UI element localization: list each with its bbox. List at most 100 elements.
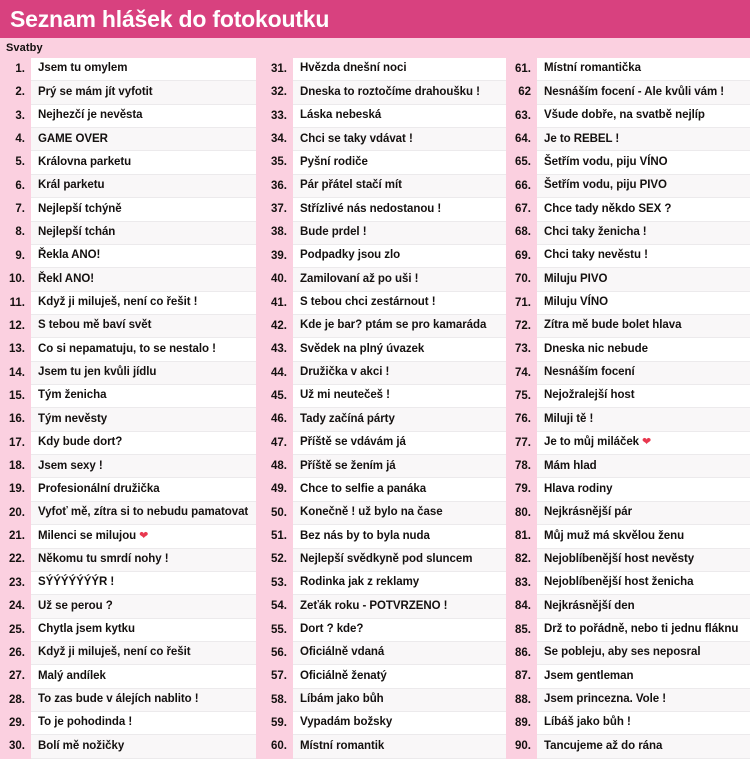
list-row-number: 29. bbox=[0, 712, 31, 736]
list-row-number: 42. bbox=[256, 314, 293, 339]
list-row-cell: Nejožralejší host bbox=[537, 385, 750, 409]
list-row: 11. Když ji miluješ, není co řešit ! bbox=[0, 291, 256, 315]
list-row: 33. Láska nebeská bbox=[256, 104, 506, 129]
list-row: 83. Nejoblíbenější host ženicha bbox=[506, 571, 750, 596]
list-row-cell: Můj muž má skvělou ženu bbox=[537, 525, 750, 549]
list-row-number: 62 bbox=[506, 81, 537, 105]
list-row-number: 82. bbox=[506, 548, 537, 572]
list-row: 25. Chytla jsem kytku bbox=[0, 618, 256, 642]
list-row-cell: Nejkrásnější pár bbox=[537, 501, 750, 526]
list-row-cell: Nesnáším focení - Ale kvůli vám ! bbox=[537, 81, 750, 105]
list-row-text: Král parketu bbox=[38, 179, 105, 192]
list-row-cell: Podpadky jsou zlo bbox=[293, 244, 506, 269]
list-row-text: Oficiálně ženatý bbox=[300, 669, 387, 682]
list-row-text: Svědek na plný úvazek bbox=[300, 342, 425, 355]
list-row-text: Pár přátel stačí mít bbox=[300, 179, 402, 192]
list-row-text: Co si nepamatuju, to se nestalo ! bbox=[38, 342, 216, 355]
list-row-cell: Mám hlad bbox=[537, 455, 750, 479]
list-row-cell: Nejlepší tchán bbox=[31, 221, 256, 245]
list-row-number: 15. bbox=[0, 385, 31, 409]
list-row-text: Nejoblíbenější host ženicha bbox=[544, 576, 694, 589]
list-row: 41. S tebou chci zestárnout ! bbox=[256, 291, 506, 315]
list-row: 72. Zítra mě bude bolet hlava bbox=[506, 314, 750, 339]
list-row: 74. Nesnáším focení bbox=[506, 361, 750, 386]
list-row-text: Je to můj miláček bbox=[544, 436, 640, 449]
list-row-text: Nejožralejší host bbox=[544, 389, 635, 402]
list-row-number: 40. bbox=[256, 268, 293, 292]
list-row-number: 66. bbox=[506, 174, 537, 199]
list-row: 66. Šetřím vodu, piju PIVO bbox=[506, 174, 750, 199]
list-row: 50. Konečně ! už bylo na čase bbox=[256, 501, 506, 526]
list-row-cell: Šetřím vodu, piju PIVO bbox=[537, 174, 750, 199]
section-label: Svatby bbox=[6, 41, 43, 54]
list-row-number: 20. bbox=[0, 501, 31, 526]
list-row-number: 45. bbox=[256, 385, 293, 409]
list-row: 12. S tebou mě baví svět bbox=[0, 314, 256, 339]
list-row: 63. Všude dobře, na svatbě nejlíp bbox=[506, 104, 750, 129]
list-row-number: 32. bbox=[256, 81, 293, 105]
list-row-cell: Chci taky ženicha ! bbox=[537, 221, 750, 245]
list-row-number: 6. bbox=[0, 174, 31, 199]
list-row-text: Střízlivé nás nedostanou ! bbox=[300, 202, 442, 215]
list-row: 4. GAME OVER bbox=[0, 128, 256, 152]
list-row-number: 48. bbox=[256, 455, 293, 479]
list-row-number: 13. bbox=[0, 338, 31, 362]
list-row: 37. Střízlivé nás nedostanou ! bbox=[256, 198, 506, 222]
list-row-cell: GAME OVER bbox=[31, 128, 256, 152]
list-row: 73. Dneska nic nebude bbox=[506, 338, 750, 362]
list-row: 48. Příště se žením já bbox=[256, 455, 506, 479]
list-column-2: 31. Hvězda dnešní noci 32. Dneska to roztoč… bbox=[256, 58, 506, 759]
list-row-number: 60. bbox=[256, 735, 293, 759]
list-row-number: 19. bbox=[0, 478, 31, 502]
list-row-cell: Nejhezčí je nevěsta bbox=[31, 104, 256, 129]
list-row-cell: Oficiálně vdaná bbox=[293, 641, 506, 666]
list-row: 68. Chci taky ženicha ! bbox=[506, 221, 750, 245]
list-row-text: Prý se mám jít vyfotit bbox=[38, 85, 153, 98]
list-row-number: 53. bbox=[256, 571, 293, 596]
list-row-number: 59. bbox=[256, 712, 293, 736]
list-row-cell: Se pobleju, aby ses neposral bbox=[537, 641, 750, 666]
list-row-cell: Chci taky nevěstu ! bbox=[537, 244, 750, 269]
list-row-number: 38. bbox=[256, 221, 293, 245]
list-row: 78. Mám hlad bbox=[506, 455, 750, 479]
list-row-cell: Královna parketu bbox=[31, 151, 256, 175]
list-row-cell: Zítra mě bude bolet hlava bbox=[537, 314, 750, 339]
list-row-text: Příště se vdávám já bbox=[300, 436, 406, 449]
list-row: 8. Nejlepší tchán bbox=[0, 221, 256, 245]
list-row: 70. Miluju PIVO bbox=[506, 268, 750, 292]
list-row-cell: Drž to pořádně, nebo ti jednu fláknu bbox=[537, 618, 750, 642]
list-row-text: Milenci se milujou bbox=[38, 529, 137, 542]
list-row-cell: Šetřím vodu, piju VÍNO bbox=[537, 151, 750, 175]
list-row-text: Miluju PIVO bbox=[544, 272, 608, 285]
heart-icon: ❤ bbox=[642, 436, 652, 449]
list-row-number: 70. bbox=[506, 268, 537, 292]
list-row-cell: Svědek na plný úvazek bbox=[293, 338, 506, 362]
list-row-cell: Nejlepší svědkyně pod sluncem bbox=[293, 548, 506, 572]
list-row-text: Šetřím vodu, piju PIVO bbox=[544, 179, 667, 192]
list-row-cell: Vyfoť mě, zítra si to nebudu pamatovat bbox=[31, 501, 256, 526]
list-row-cell: Chci se taky vdávat ! bbox=[293, 128, 506, 152]
list-row: 20. Vyfoť mě, zítra si to nebudu pamatova… bbox=[0, 501, 256, 526]
list-row-text: Už mi neutečeš ! bbox=[300, 389, 390, 402]
list-row-cell: Rodinka jak z reklamy bbox=[293, 571, 506, 596]
list-row-text: Chci taky nevěstu ! bbox=[544, 249, 648, 262]
list-row-cell: Tým nevěsty bbox=[31, 408, 256, 432]
list-row-cell: To je pohodinda ! bbox=[31, 712, 256, 736]
list-row-cell: Miluju PIVO bbox=[537, 268, 750, 292]
list-row-text: Tady začíná párty bbox=[300, 412, 395, 425]
list-row-cell: Jsem sexy ! bbox=[31, 455, 256, 479]
list-row-number: 57. bbox=[256, 665, 293, 689]
list-row-cell: Když ji miluješ, není co řešit bbox=[31, 641, 256, 666]
list-row: 39. Podpadky jsou zlo bbox=[256, 244, 506, 269]
list-row-text: Oficiálně vdaná bbox=[300, 646, 385, 659]
list-row-number: 25. bbox=[0, 618, 31, 642]
list-row-text: Bez nás by to byla nuda bbox=[300, 529, 430, 542]
list-row-text: Vyfoť mě, zítra si to nebudu pamatovat bbox=[38, 506, 249, 519]
list-row-text: Můj muž má skvělou ženu bbox=[544, 529, 685, 542]
list-row-text: Řekl ANO! bbox=[38, 272, 94, 285]
list-row-number: 3. bbox=[0, 104, 31, 129]
list-row-text: Když ji miluješ, není co řešit bbox=[38, 646, 191, 659]
list-row: 47. Příště se vdávám já bbox=[256, 431, 506, 456]
list-row: 79. Hlava rodiny bbox=[506, 478, 750, 502]
list-row-text: Profesionální družička bbox=[38, 482, 160, 495]
